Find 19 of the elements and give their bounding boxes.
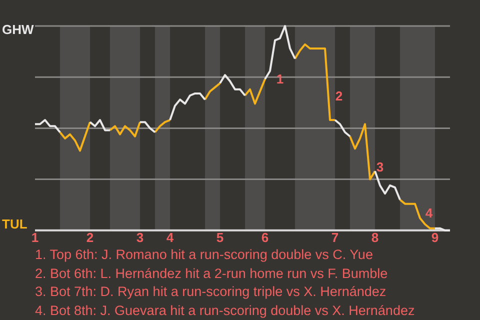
x-tick-label: 4 <box>166 230 174 245</box>
annotation: 3 <box>376 160 384 175</box>
text: 2. Bot 6th: L. Hernández hit a 2-run home run vs F. Bumble <box>35 264 389 282</box>
text: 4. Bot 8th: J. Guevara hit a run-scoring double vs X. Hernández <box>35 302 416 320</box>
annotation: 4 <box>425 206 434 221</box>
text: 1. Top 6th: J. Romano hit a run-scoring double vs C. Yue <box>35 246 374 264</box>
x-tick-label: 5 <box>216 230 224 245</box>
text: TUL <box>2 216 28 232</box>
text: GHW <box>2 22 34 38</box>
text: 3. Bot 7th: D. Ryan hit a run-scoring triple vs X. Hernández <box>35 283 388 301</box>
x-tick-label: 2 <box>86 230 94 245</box>
x-tick-label: 7 <box>331 230 339 245</box>
x-tick-label: 9 <box>431 230 439 245</box>
x-tick-label: 1 <box>31 230 39 245</box>
x-tick-label: 6 <box>261 230 269 245</box>
x-tick-label: 8 <box>371 230 379 245</box>
x-tick-label: 3 <box>136 230 144 245</box>
annotation: 1 <box>276 72 284 87</box>
annotation: 2 <box>335 88 343 104</box>
